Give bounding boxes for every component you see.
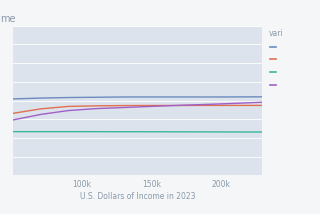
red — [219, 104, 223, 107]
X-axis label: U.S. Dollars of Income in 2023: U.S. Dollars of Income in 2023 — [80, 192, 195, 201]
red — [39, 108, 43, 110]
purple — [94, 107, 98, 110]
green — [11, 130, 15, 133]
purple — [66, 109, 70, 112]
blue — [219, 96, 223, 98]
red — [260, 104, 264, 107]
green — [149, 131, 153, 133]
purple — [219, 103, 223, 105]
blue — [94, 96, 98, 98]
purple — [260, 101, 264, 104]
purple — [164, 105, 167, 107]
Line: purple: purple — [13, 102, 262, 120]
green — [80, 130, 84, 133]
red — [66, 105, 70, 108]
blue — [164, 96, 167, 98]
purple — [39, 113, 43, 116]
Line: red: red — [13, 106, 262, 113]
blue — [122, 96, 126, 98]
blue — [11, 98, 15, 100]
blue — [39, 97, 43, 99]
green — [219, 131, 223, 133]
green — [260, 131, 264, 133]
Legend: , , , : , , , — [269, 30, 284, 90]
blue — [66, 96, 70, 99]
blue — [260, 95, 264, 98]
Line: blue: blue — [13, 97, 262, 99]
red — [94, 105, 98, 107]
purple — [11, 119, 15, 121]
purple — [122, 106, 126, 109]
red — [11, 112, 15, 115]
Text: me: me — [0, 13, 16, 24]
red — [122, 104, 126, 107]
red — [164, 104, 167, 107]
